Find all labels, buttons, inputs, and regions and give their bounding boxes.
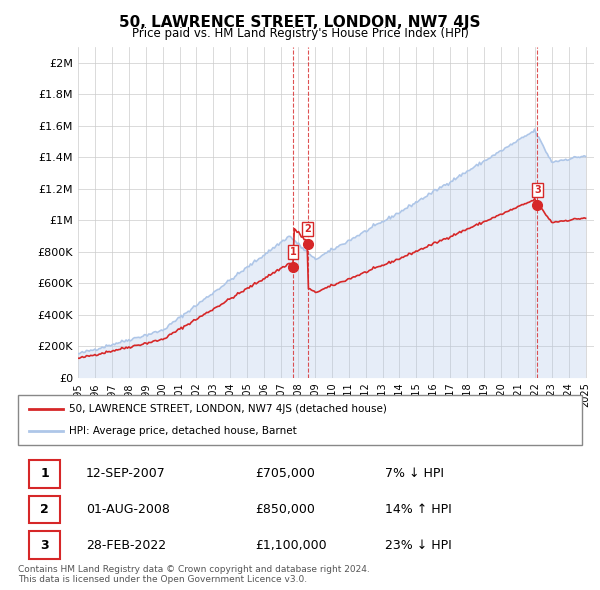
Text: £705,000: £705,000 [255,467,315,480]
Text: £850,000: £850,000 [255,503,315,516]
Text: 28-FEB-2022: 28-FEB-2022 [86,539,166,552]
Text: 50, LAWRENCE STREET, LONDON, NW7 4JS: 50, LAWRENCE STREET, LONDON, NW7 4JS [119,15,481,30]
Text: £1,100,000: £1,100,000 [255,539,326,552]
Text: 01-AUG-2008: 01-AUG-2008 [86,503,170,516]
Text: Price paid vs. HM Land Registry's House Price Index (HPI): Price paid vs. HM Land Registry's House … [131,27,469,40]
Text: 2: 2 [40,503,49,516]
Text: 7% ↓ HPI: 7% ↓ HPI [385,467,443,480]
Text: Contains HM Land Registry data © Crown copyright and database right 2024.
This d: Contains HM Land Registry data © Crown c… [18,565,370,584]
Text: 14% ↑ HPI: 14% ↑ HPI [385,503,451,516]
Text: 1: 1 [290,247,296,257]
Text: 50, LAWRENCE STREET, LONDON, NW7 4JS (detached house): 50, LAWRENCE STREET, LONDON, NW7 4JS (de… [69,404,386,414]
FancyBboxPatch shape [18,395,582,445]
Text: 3: 3 [534,185,541,195]
FancyBboxPatch shape [29,531,60,559]
FancyBboxPatch shape [29,460,60,487]
Text: 3: 3 [40,539,49,552]
FancyBboxPatch shape [29,496,60,523]
Text: 12-SEP-2007: 12-SEP-2007 [86,467,166,480]
Text: 1: 1 [40,467,49,480]
Text: HPI: Average price, detached house, Barnet: HPI: Average price, detached house, Barn… [69,427,296,437]
Text: 23% ↓ HPI: 23% ↓ HPI [385,539,451,552]
Text: 2: 2 [304,224,311,234]
